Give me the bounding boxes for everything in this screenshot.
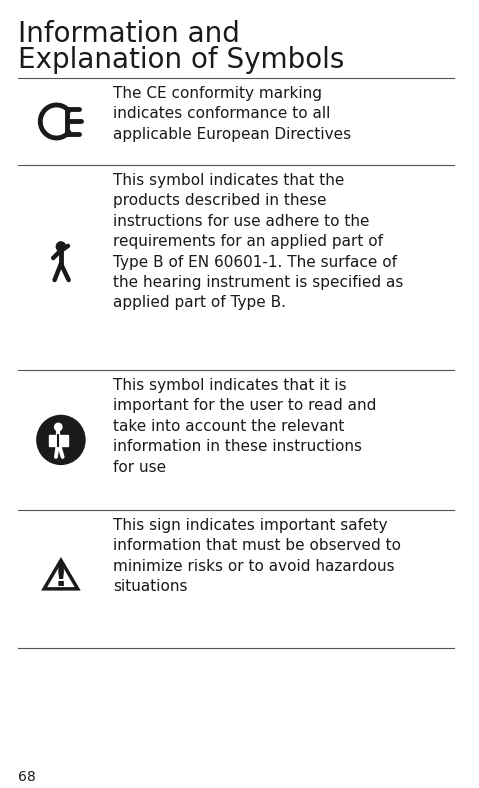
Text: Information and: Information and — [18, 20, 240, 48]
Polygon shape — [44, 560, 78, 589]
Text: This symbol indicates that it is
important for the user to read and
take into ac: This symbol indicates that it is importa… — [113, 378, 376, 474]
Text: This sign indicates important safety
information that must be observed to
minimi: This sign indicates important safety inf… — [113, 518, 401, 594]
Text: 68: 68 — [18, 770, 35, 784]
Circle shape — [57, 242, 66, 251]
Text: Explanation of Symbols: Explanation of Symbols — [18, 46, 344, 74]
Text: The CE conformity marking
indicates conformance to all
applicable European Direc: The CE conformity marking indicates conf… — [113, 86, 351, 142]
Bar — [49, 435, 68, 446]
Text: This symbol indicates that the
products described in these
instructions for use : This symbol indicates that the products … — [113, 173, 403, 310]
Text: !: ! — [54, 563, 68, 592]
Circle shape — [38, 417, 84, 463]
Circle shape — [40, 418, 82, 462]
Circle shape — [55, 423, 62, 431]
Circle shape — [37, 415, 85, 464]
